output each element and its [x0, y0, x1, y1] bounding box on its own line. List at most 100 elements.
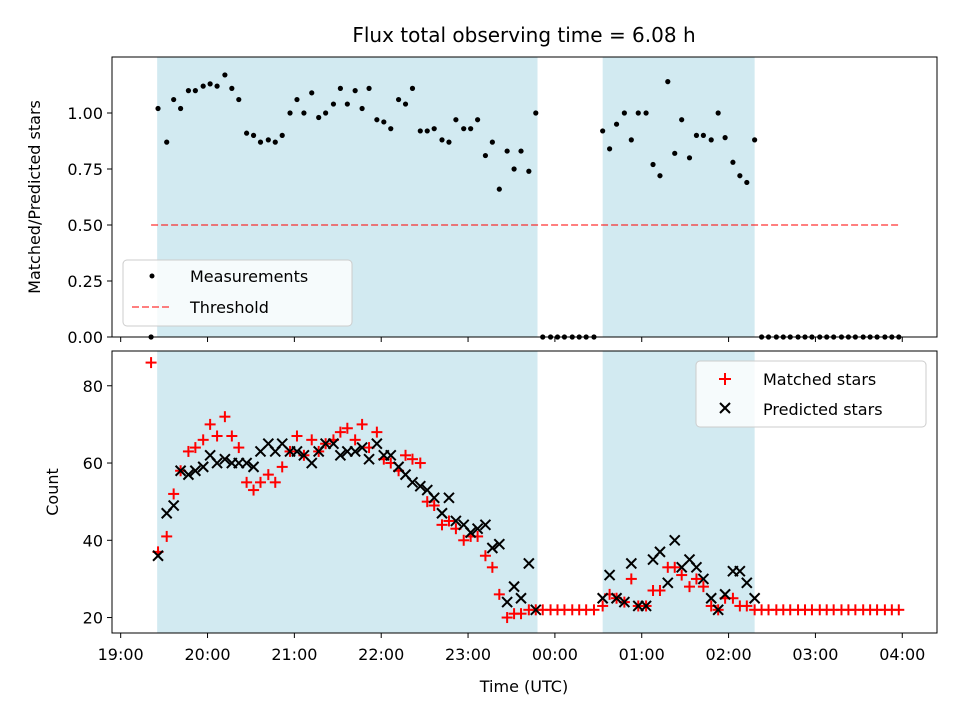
- predicted-star-point: [152, 550, 164, 562]
- measurement-point: [309, 90, 315, 96]
- bottom-legend-box: [695, 360, 927, 428]
- matched-star-point: [400, 449, 412, 461]
- predicted-star-point: [385, 449, 397, 462]
- matched-star-point: [669, 561, 681, 573]
- legend-predicted-marker: [719, 402, 731, 414]
- predicted-star-point: [669, 534, 681, 546]
- top-y-axis: 0.00 0.25 0.50 0.75 1.00: [67, 104, 112, 347]
- matched-star-point: [625, 573, 637, 585]
- matched-star-point: [654, 585, 666, 597]
- predicted-star-point: [719, 588, 731, 601]
- x-tick-label: 02:00: [706, 645, 752, 664]
- predicted-star-point: [182, 468, 195, 481]
- predicted-star-point: [690, 561, 703, 574]
- measurement-point: [257, 139, 264, 145]
- predicted-star-point: [662, 577, 674, 589]
- measurement-point: [643, 110, 649, 116]
- bottom-y-axis-label: Count: [43, 468, 62, 516]
- measurement-point: [222, 72, 228, 78]
- measurement-point: [294, 96, 300, 103]
- matched-star-point: [597, 600, 609, 612]
- legend-measurements-label: Measurements: [190, 267, 308, 286]
- matched-star-point: [189, 442, 201, 454]
- measurement-point: [229, 85, 235, 91]
- chart-title: Flux total observing time = 6.08 h: [352, 23, 695, 47]
- measurement-point: [482, 152, 489, 159]
- predicted-star-point: [697, 573, 710, 585]
- predicted-star-point: [443, 492, 455, 504]
- y-tick-label: 0.00: [67, 328, 103, 347]
- matched-star-point: [291, 430, 303, 442]
- observing-window-shading-bottom: [157, 351, 755, 633]
- measurement-point: [679, 117, 685, 123]
- predicted-star-point: [464, 526, 477, 539]
- measurement-point: [453, 117, 459, 123]
- top-y-axis-label: Matched/Predicted stars: [25, 100, 44, 294]
- measurement-points: [148, 72, 902, 340]
- predicted-star-point: [327, 438, 340, 450]
- predicted-star-point: [349, 445, 361, 458]
- matched-star-point: [406, 453, 418, 465]
- matched-star-point: [349, 434, 361, 446]
- measurement-point: [752, 137, 758, 143]
- measurement-point: [511, 166, 517, 172]
- measurement-point: [185, 88, 192, 94]
- measurement-point: [192, 88, 198, 94]
- x-tick-label: 23:00: [445, 645, 491, 664]
- matched-star-point: [233, 442, 245, 454]
- legend-measurement-marker: [149, 273, 155, 279]
- x-tick-label: 04:00: [879, 645, 925, 664]
- x-tick-label: 19:00: [98, 645, 144, 664]
- matched-star-point: [371, 426, 383, 438]
- matched-star-point: [486, 561, 498, 573]
- measurement-point: [265, 137, 271, 143]
- measurement-point: [279, 132, 285, 138]
- measurement-point: [431, 126, 437, 132]
- bottom-axes-frame: [111, 350, 938, 634]
- measurement-point: [518, 148, 524, 154]
- measurement-point: [200, 83, 206, 89]
- measurement-point: [330, 101, 337, 107]
- x-tick-label: 21:00: [271, 645, 317, 664]
- x-tick-label: 00:00: [532, 645, 578, 664]
- x-tick-label: 01:00: [619, 645, 665, 664]
- bottom-legend: Matched stars Predicted stars: [695, 360, 927, 428]
- legend-predicted-label: Predicted stars: [763, 400, 883, 419]
- predicted-star-point: [189, 465, 202, 477]
- measurement-point: [693, 132, 700, 138]
- predicted-star-point: [625, 557, 638, 570]
- predicted-star-point: [247, 461, 260, 473]
- measurement-point: [715, 110, 721, 116]
- measurement-point: [207, 81, 213, 87]
- measurement-point: [381, 119, 387, 125]
- matched-star-point: [893, 604, 905, 616]
- matched-star-point: [515, 608, 527, 620]
- matched-star-point: [443, 515, 455, 527]
- measurement-point: [178, 105, 184, 112]
- matched-star-point: [255, 476, 266, 488]
- predicted-star-point: [211, 457, 223, 469]
- measurement-point: [446, 139, 452, 145]
- measurement-point: [686, 155, 693, 161]
- x-tick-label: 03:00: [792, 645, 838, 664]
- matched-star-point: [168, 488, 180, 500]
- measurement-point: [533, 110, 539, 116]
- predicted-star-point: [197, 461, 209, 473]
- predicted-star-point: [712, 604, 724, 616]
- measurement-point: [461, 126, 467, 132]
- measurement-point: [366, 85, 372, 91]
- measurement-point: [613, 121, 620, 127]
- predicted-star-point: [406, 476, 419, 489]
- measurement-point: [301, 110, 307, 116]
- top-legend: Measurements Threshold: [122, 259, 353, 327]
- legend-matched-marker: [719, 373, 731, 385]
- measurement-point: [417, 128, 423, 134]
- matched-star-point: [204, 418, 216, 430]
- matched-star-point: [145, 357, 157, 369]
- matched-star-point: [219, 411, 231, 423]
- measurement-point: [700, 132, 706, 138]
- predicted-star-point: [654, 546, 666, 558]
- predicted-star-point: [523, 557, 535, 570]
- predicted-star-point: [515, 592, 527, 604]
- predicted-star-point: [363, 453, 375, 465]
